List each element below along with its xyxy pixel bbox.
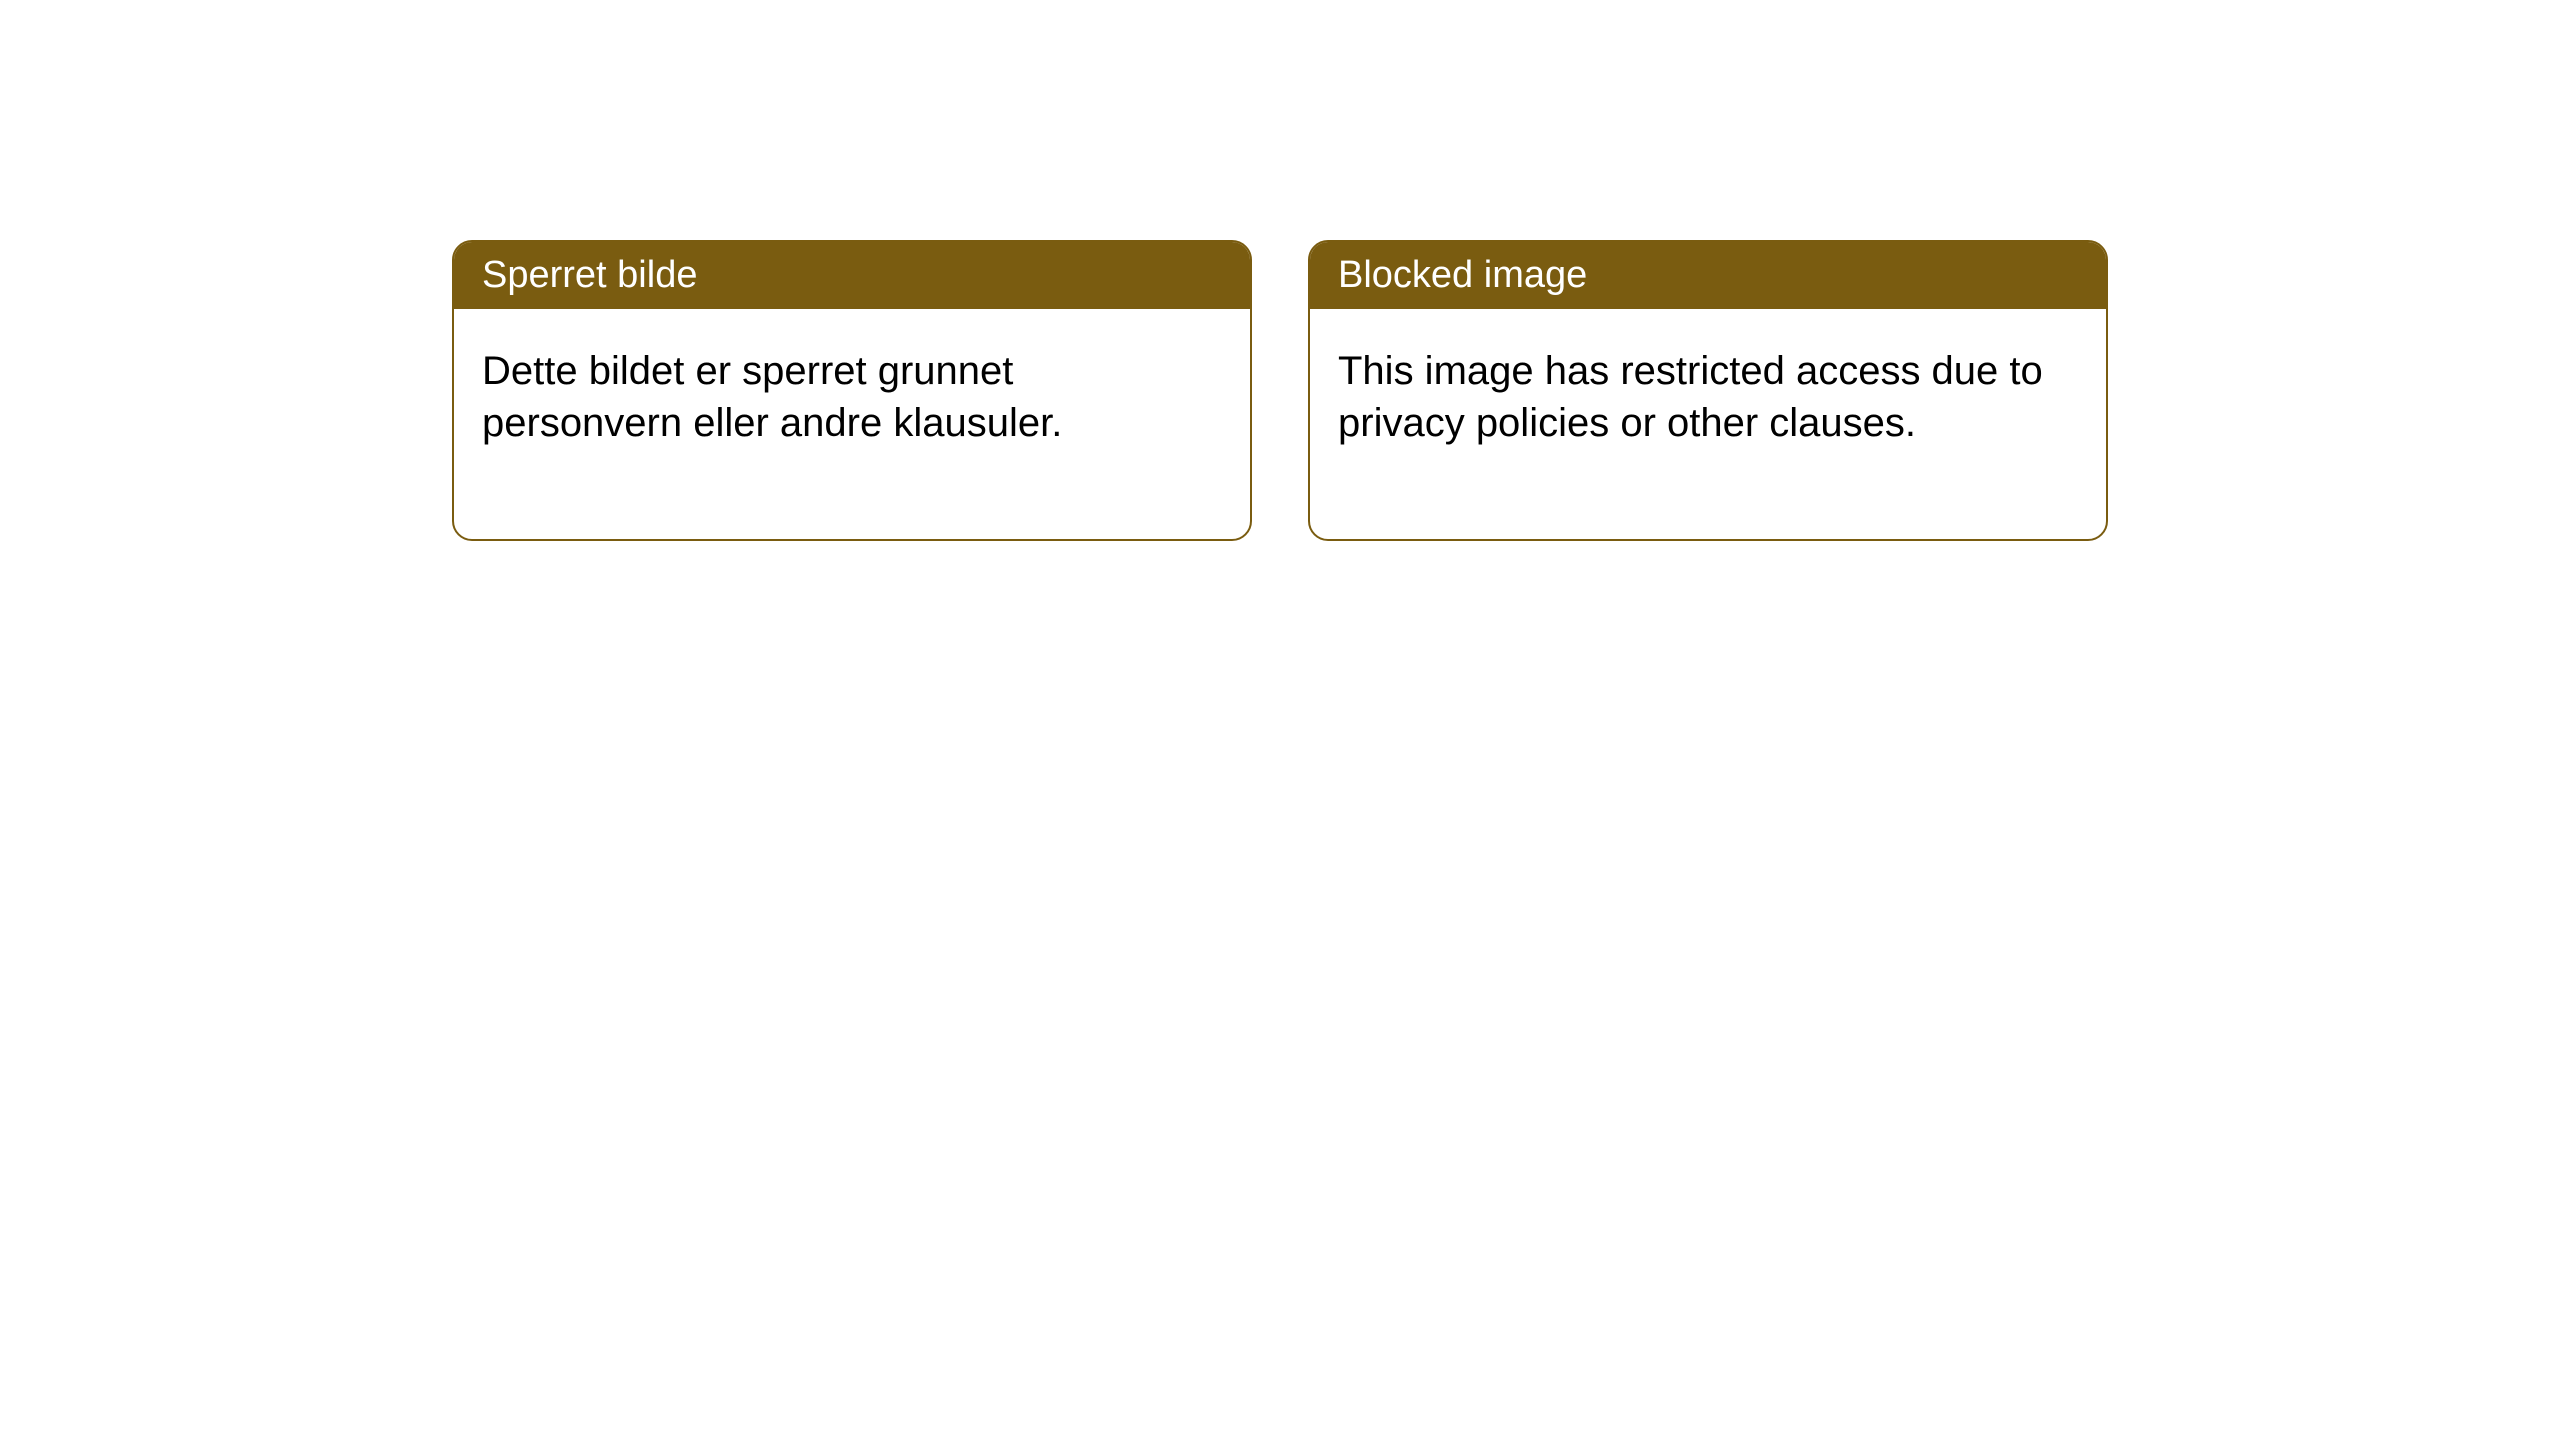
notice-card-en: Blocked image This image has restricted … (1308, 240, 2108, 541)
notice-card-body-en: This image has restricted access due to … (1310, 309, 2106, 539)
notice-card-body-no: Dette bildet er sperret grunnet personve… (454, 309, 1250, 539)
notice-card-title-en: Blocked image (1310, 242, 2106, 309)
notice-card-title-no: Sperret bilde (454, 242, 1250, 309)
notice-cards-container: Sperret bilde Dette bildet er sperret gr… (452, 240, 2108, 541)
notice-card-no: Sperret bilde Dette bildet er sperret gr… (452, 240, 1252, 541)
